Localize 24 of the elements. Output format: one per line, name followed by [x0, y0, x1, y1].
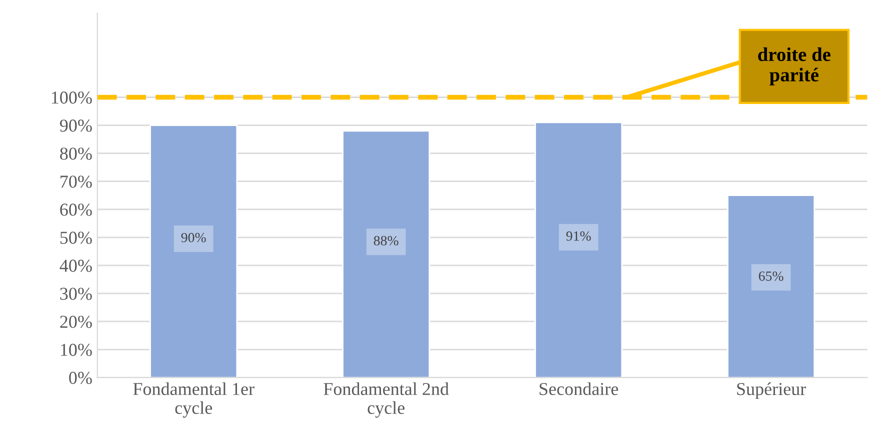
- y-tick-label: 100%: [52, 92, 92, 104]
- text: 90%: [181, 232, 206, 242]
- text: 65%: [758, 271, 784, 281]
- y-tick-label: 30%: [60, 288, 92, 300]
- x-tick-label: Supérieur: [737, 382, 806, 399]
- y-tick-label: 80%: [60, 148, 92, 160]
- text: 88%: [374, 236, 398, 246]
- y-tick-label: 70%: [60, 176, 92, 188]
- bar: [727, 194, 816, 378]
- y-tick-label: 90%: [60, 120, 92, 132]
- bar: [342, 130, 430, 378]
- x-tick-label: Fondamental 1er cycle: [133, 382, 254, 418]
- y-tick-label: 0%: [69, 372, 92, 384]
- y-tick-label: 10%: [60, 344, 92, 356]
- y-tick-label: 20%: [60, 316, 92, 328]
- y-tick-label: 50%: [60, 232, 92, 244]
- y-tick-label: 40%: [60, 260, 92, 272]
- bar: [534, 122, 623, 378]
- y-tick-label: 60%: [60, 204, 92, 216]
- x-tick-label: Secondaire: [540, 382, 618, 396]
- x-tick-label: Fondamental 2nd cycle: [324, 382, 449, 418]
- text: 91%: [566, 231, 591, 241]
- bar: [150, 124, 238, 378]
- ref-line-label: droite de parité: [758, 47, 830, 86]
